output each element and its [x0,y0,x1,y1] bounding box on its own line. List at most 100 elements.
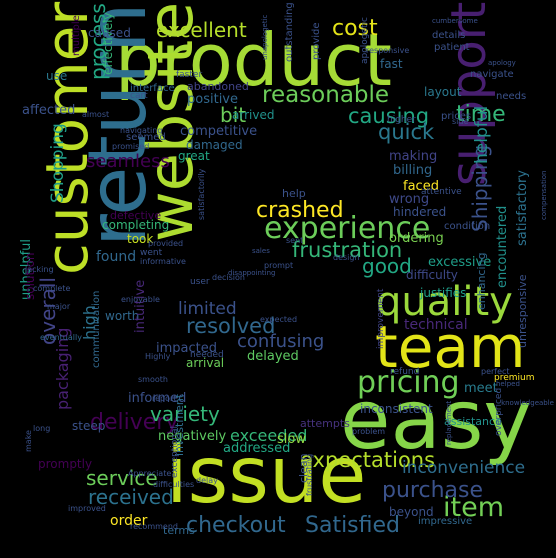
word-attempts: attempts [300,417,350,430]
word-team: team [375,313,526,381]
word-faced: faced [403,179,439,194]
word-time: time [456,102,506,127]
word-condition: condition [444,221,491,232]
word-prices: prices [441,111,472,122]
word-billing: billing [393,163,433,178]
word-addressed: addressed [223,441,291,456]
word-decision: decision [212,273,245,282]
word-knowledgeable: knowledgeable [501,399,554,407]
word-difficulties: difficulties [153,480,195,489]
word-shopping: Shopping [48,123,68,203]
word-resolved: resolved [186,314,276,338]
word-design: design [333,253,360,262]
word-terms: terms [163,524,195,537]
word-disappointing: disappointing [228,269,276,277]
word-damaged: damaged [186,138,243,152]
word-delivery: delivery [90,410,179,435]
word-abandoned: abandoned [187,80,249,93]
word-steep: steep [72,419,106,433]
word-fast: fast [380,57,403,71]
word-needs: needs [496,91,527,102]
word-refund: refund [390,367,420,377]
word-quality: quality [376,279,513,325]
word-exceeded: exceeded [230,426,308,445]
word-encountered: encountered [495,205,510,288]
word-multiple: multiple [71,15,82,56]
word-seemed: seemed [126,132,166,143]
word-apology: apology [488,59,516,67]
word-perfect: perfect [481,367,510,376]
word-enjoyable: enjoyable [121,295,160,304]
word-problem: problem [352,427,386,436]
word-helped: helped [496,380,520,388]
word-causing: causing [348,104,430,128]
word-eventually: eventually [40,333,82,342]
word-arrived: arrived [232,108,275,122]
word-quick: quick [378,120,435,144]
word-premium: premium [494,373,535,383]
word-prompt: prompt [264,261,294,270]
word-provided: provided [148,239,184,248]
word-side: side [452,117,469,126]
word-meet: meet [464,381,498,396]
word-use: use [46,69,68,83]
word-wrong: wrong [389,192,430,207]
word-inconsistent: inconsistent [360,402,433,416]
word-informed: informed [128,391,187,406]
word-lacking: lacking [25,265,54,274]
word-apologetic: apologetic [360,17,370,64]
word-positive: positive [187,92,238,107]
word-intuitive: intuitive [133,279,148,333]
word-easy: easy [340,373,532,468]
word-hindered: hindered [393,205,447,219]
word-competitive: competitive [180,124,258,139]
word-cart: cart [130,91,148,101]
word-excellent: excellent [156,18,247,42]
word-details: details [432,30,466,41]
word-communication: communication [91,290,102,368]
word-item: item [443,492,505,523]
word-impacted: impacted [156,341,217,356]
word-good: good [362,254,412,278]
word-impressive: impressive [418,516,473,527]
word-helpful: helpful [472,105,492,164]
word-overpriced: overpriced [494,387,504,436]
word-making: making [389,149,438,164]
word-expected: expected [260,315,298,324]
word-slow: slow [277,432,306,447]
word-affected: affected [22,103,76,118]
word-frustrating: frustrating [305,453,314,496]
word-unapologetic: unapologetic [261,14,269,60]
word-long: long [33,424,51,433]
word-promised: promised [112,142,150,151]
word-responsive: responsive [366,46,410,55]
word-sales: sales [252,247,270,255]
word-confusing: confusing [237,331,325,352]
word-improved: improved [68,504,106,513]
word-difficulty: difficulty [406,268,458,282]
word-unresponsive: unresponsive [516,274,529,348]
word-enhancing: enhancing [475,252,488,310]
word-delay: delay [196,476,218,485]
word-excessive: excessive [428,255,492,270]
word-issue: issue [166,431,367,521]
word-found: found [96,249,137,265]
word-improvement: improvement [376,288,386,349]
word-almost: almost [82,110,110,119]
word-layout: layout [424,85,462,99]
word-expectations: expectations [300,448,436,472]
word-complete: complete [33,284,71,293]
word-replacement: replacement [445,400,453,445]
word-cost: cost [332,16,378,41]
word-reasonable: reasonable [262,82,390,108]
word-beyond: beyond [389,505,434,519]
word-navigate: navigate [470,69,514,80]
word-order: order [110,513,148,529]
word-sent: sent [286,236,304,245]
word-faster: faster [176,70,203,80]
word-completing: completing [102,218,170,232]
word-variety: variety [150,402,220,426]
word-inconvenience: inconvenience [402,458,526,478]
word-crashed: crashed [256,198,344,223]
